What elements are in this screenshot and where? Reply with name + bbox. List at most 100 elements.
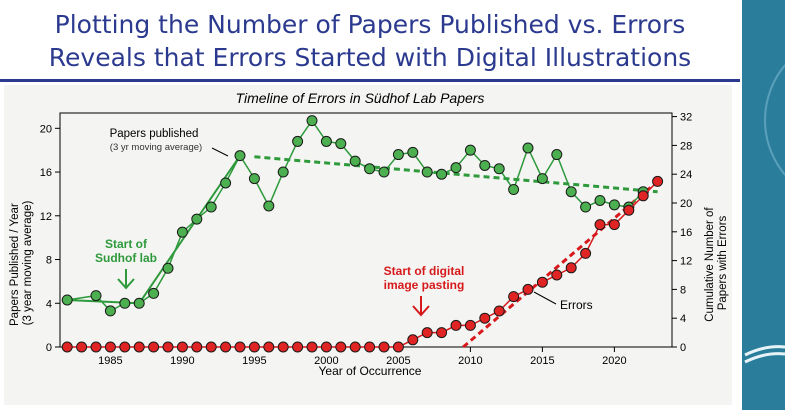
errors-point bbox=[421, 327, 433, 339]
errors-point bbox=[392, 341, 404, 353]
errors-point bbox=[119, 341, 131, 353]
papers-point bbox=[551, 149, 563, 161]
slide-title-line-2: Reveals that Errors Started with Digital… bbox=[48, 43, 692, 72]
errors-point bbox=[436, 327, 448, 339]
side-decoration-arcs bbox=[744, 63, 785, 364]
right-y-tick-label: 12 bbox=[680, 256, 692, 268]
errors-point bbox=[335, 341, 347, 353]
right-axis-label-line-1: Cumulative Number of bbox=[704, 207, 716, 322]
right-axis-label-line-2: Papers with Errors bbox=[717, 215, 729, 310]
papers-point bbox=[220, 177, 232, 189]
x-tick-label: 2020 bbox=[602, 355, 626, 367]
slide-title: Plotting the Number of Papers Published … bbox=[0, 0, 740, 80]
right-y-tick-label: 16 bbox=[680, 227, 692, 239]
right-y-tick-label: 20 bbox=[680, 198, 692, 210]
papers-point bbox=[104, 305, 116, 317]
left-y-tick-label: 20 bbox=[40, 123, 52, 135]
errors-point bbox=[263, 341, 275, 353]
left-y-tick-label: 8 bbox=[46, 255, 52, 267]
errors-point bbox=[551, 269, 563, 281]
papers-point bbox=[392, 149, 404, 161]
errors-point bbox=[277, 341, 289, 353]
errors-point bbox=[248, 341, 260, 353]
errors-point bbox=[133, 341, 145, 353]
papers-point bbox=[205, 201, 217, 213]
papers-point bbox=[90, 290, 102, 302]
x-tick-label: 2000 bbox=[314, 355, 338, 367]
right-y-tick-label: 4 bbox=[680, 313, 686, 325]
papers-point bbox=[522, 142, 534, 154]
right-y-tick-label: 24 bbox=[680, 169, 692, 181]
papers-point bbox=[176, 226, 188, 238]
papers-point bbox=[335, 138, 347, 150]
papers-point bbox=[407, 146, 419, 158]
errors-point bbox=[580, 247, 592, 259]
chart-title: Timeline of Errors in Südhof Lab Papers bbox=[236, 90, 485, 106]
errors-point bbox=[508, 291, 520, 303]
errors-point bbox=[61, 341, 73, 353]
papers-point bbox=[464, 144, 476, 156]
errors-point bbox=[479, 312, 491, 324]
errors-point bbox=[176, 341, 188, 353]
errors-point bbox=[652, 175, 664, 187]
x-axis-label: Year of Occurrence bbox=[319, 364, 422, 378]
errors-point bbox=[565, 262, 577, 274]
papers-point bbox=[263, 200, 275, 212]
papers-point bbox=[565, 186, 577, 198]
errors-point bbox=[608, 219, 620, 231]
errors-point bbox=[493, 305, 505, 317]
errors-point bbox=[450, 319, 462, 331]
x-tick-label: 2010 bbox=[458, 355, 482, 367]
digital-start-label-line-1: Start of digital bbox=[384, 264, 465, 278]
papers-trendline bbox=[254, 155, 658, 194]
papers-point bbox=[349, 155, 361, 167]
digital-start-arrow bbox=[412, 296, 430, 317]
errors-point bbox=[234, 341, 246, 353]
slide-title-line-1: Plotting the Number of Papers Published … bbox=[54, 10, 686, 39]
errors-point bbox=[320, 341, 332, 353]
papers-point bbox=[450, 162, 462, 174]
x-tick-label: 1990 bbox=[170, 355, 194, 367]
papers-point bbox=[580, 201, 592, 213]
title-rule bbox=[0, 79, 740, 82]
errors-point bbox=[349, 341, 361, 353]
papers-point bbox=[364, 163, 376, 175]
chart-panel: 1985 1990 1995 2000 2005 2010 2015 2020 0 4 8 12 16 2… bbox=[4, 85, 732, 405]
papers-published-label: Papers published bbox=[110, 128, 199, 140]
papers-point bbox=[191, 213, 203, 225]
timeline-chart: 1985 1990 1995 2000 2005 2010 2015 202004812162… bbox=[9, 90, 729, 378]
x-tick-label: 2015 bbox=[530, 355, 554, 367]
errors-point bbox=[220, 341, 232, 353]
errors-label: Errors bbox=[560, 298, 593, 312]
papers-point bbox=[421, 166, 433, 178]
x-tick-label: 2005 bbox=[386, 355, 410, 367]
left-y-tick-label: 12 bbox=[40, 211, 52, 223]
right-y-tick-label: 8 bbox=[680, 284, 686, 296]
lab-start-label-line-1: Start of bbox=[105, 237, 148, 251]
papers-point bbox=[234, 150, 246, 162]
side-decoration-bar bbox=[740, 0, 785, 410]
papers-point bbox=[378, 166, 390, 178]
papers-point bbox=[162, 262, 174, 274]
papers-label-leader bbox=[211, 147, 229, 157]
errors-point bbox=[76, 341, 88, 353]
errors-point bbox=[104, 341, 116, 353]
errors-point bbox=[378, 341, 390, 353]
errors-point bbox=[594, 219, 606, 231]
right-axis-label: Cumulative Number of Papers with Errors bbox=[704, 204, 729, 322]
lab-start-label-line-2: Sudhof lab bbox=[95, 251, 157, 265]
errors-label-leader bbox=[533, 291, 557, 305]
papers-point bbox=[508, 184, 520, 196]
lab-start-arrow bbox=[117, 269, 135, 290]
errors-point bbox=[148, 341, 160, 353]
papers-point bbox=[148, 287, 160, 299]
papers-point bbox=[320, 135, 332, 147]
papers-point bbox=[306, 115, 318, 127]
papers-line bbox=[67, 119, 644, 312]
papers-point bbox=[479, 159, 491, 171]
side-divider bbox=[740, 0, 742, 410]
left-axis-label-line-2: (3 year moving average) bbox=[22, 201, 34, 326]
errors-point bbox=[162, 341, 174, 353]
errors-point bbox=[306, 341, 318, 353]
papers-point bbox=[133, 297, 145, 309]
